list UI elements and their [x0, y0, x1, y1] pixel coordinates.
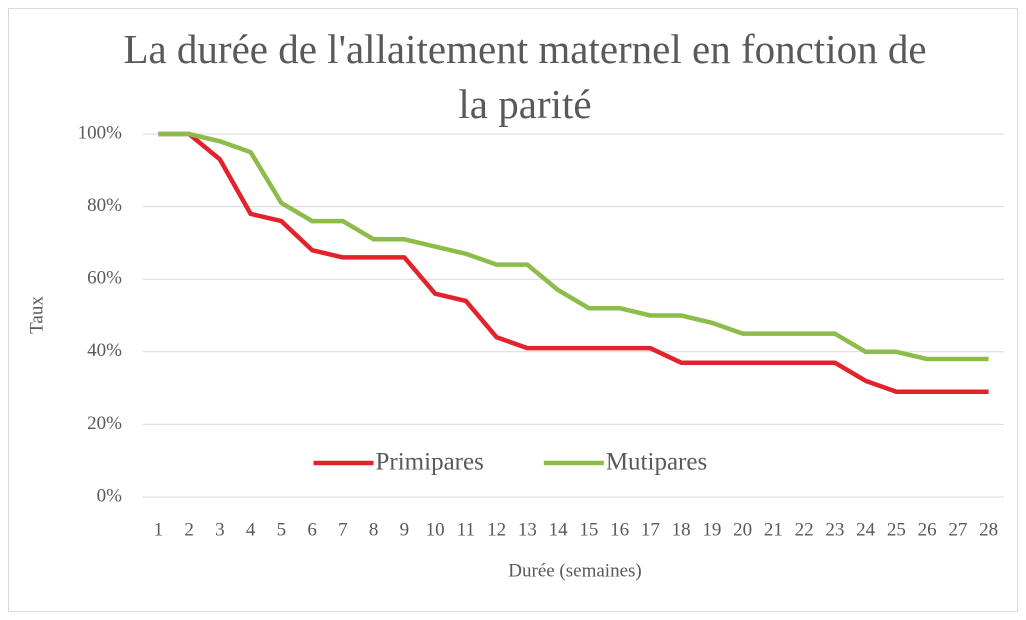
y-axis-label: Taux — [26, 296, 47, 334]
y-tick-label: 0% — [97, 485, 123, 506]
x-tick-label: 9 — [400, 519, 410, 540]
line-series — [158, 131, 989, 394]
x-tick-label: 8 — [369, 519, 379, 540]
chart-border — [8, 8, 1018, 612]
x-tick-label: 22 — [795, 519, 814, 540]
x-tick-label: 19 — [702, 519, 721, 540]
x-tick-label: 2 — [184, 519, 194, 540]
x-tick-label: 10 — [426, 519, 445, 540]
line-series — [158, 131, 989, 362]
x-tick-label: 5 — [277, 519, 287, 540]
x-tick-label: 14 — [549, 519, 569, 540]
y-tick-label: 80% — [87, 195, 122, 216]
x-tick-label: 11 — [457, 519, 475, 540]
x-tick-label: 25 — [887, 519, 906, 540]
chart-title: La durée de l'allaitement maternel en fo… — [123, 26, 927, 127]
x-tick-label: 12 — [487, 519, 506, 540]
y-tick-label: 40% — [87, 340, 122, 361]
y-tick-label: 100% — [78, 122, 123, 143]
x-tick-label: 1 — [154, 519, 164, 540]
y-tick-label: 60% — [87, 268, 122, 289]
x-tick-label: 18 — [672, 519, 691, 540]
x-tick-label: 26 — [918, 519, 937, 540]
x-tick-label: 24 — [856, 519, 876, 540]
x-tick-label: 20 — [733, 519, 752, 540]
x-tick-label: 21 — [764, 519, 783, 540]
x-tick-label: 4 — [246, 519, 256, 540]
x-tick-label: 13 — [518, 519, 537, 540]
y-tick-label: 20% — [87, 413, 122, 434]
x-tick-label: 15 — [579, 519, 598, 540]
x-tick-label: 28 — [979, 519, 998, 540]
legend-label: Primipares — [376, 449, 484, 476]
x-tick-label: 7 — [338, 519, 348, 540]
x-tick-label: 16 — [610, 519, 629, 540]
x-tick-label: 17 — [641, 519, 660, 540]
x-axis-label: Durée (semaines) — [508, 560, 641, 581]
x-tick-label: 23 — [825, 519, 844, 540]
legend-label: Mutipares — [606, 449, 707, 476]
x-tick-label: 27 — [948, 519, 967, 540]
x-tick-label: 3 — [215, 519, 225, 540]
x-tick-label: 6 — [307, 519, 317, 540]
